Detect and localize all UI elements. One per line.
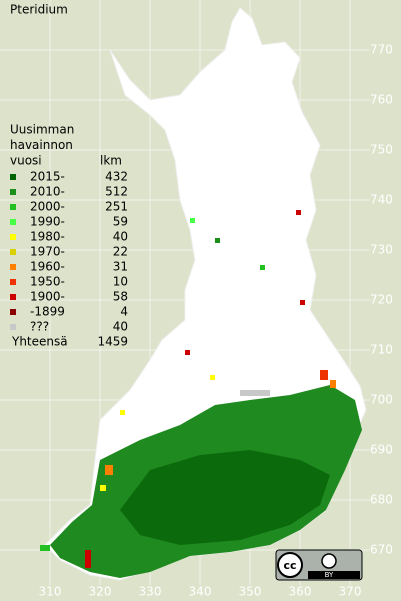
record-square (240, 390, 270, 396)
x-tick-label: 310 (39, 585, 62, 599)
record-square (215, 238, 220, 243)
record-square (320, 370, 328, 380)
legend-swatch (10, 174, 16, 180)
y-tick-label: 680 (370, 493, 393, 507)
legend-label: 2010- (30, 185, 65, 199)
y-tick-label: 690 (370, 443, 393, 457)
record-square (100, 485, 106, 491)
legend-label: 1970- (30, 245, 65, 259)
record-square (185, 350, 190, 355)
x-tick-label: 330 (139, 585, 162, 599)
legend-label: 1900- (30, 290, 65, 304)
record-square (190, 218, 195, 223)
y-tick-label: 720 (370, 293, 393, 307)
badge-strip (308, 571, 360, 579)
legend-label: 1990- (30, 215, 65, 229)
x-tick-label: 340 (189, 585, 212, 599)
license-badge: cc BY (275, 549, 363, 581)
legend-swatch (10, 294, 16, 300)
total-count: 1459 (97, 335, 128, 349)
legend-swatch (10, 324, 16, 330)
cc-logo: cc (283, 559, 296, 572)
legend-header: havainnon (10, 138, 73, 152)
y-tick-label: 670 (370, 543, 393, 557)
y-tick-label: 730 (370, 243, 393, 257)
legend-header: vuosi (10, 154, 42, 168)
legend-label: ??? (30, 320, 49, 334)
record-square (105, 465, 113, 475)
y-tick-label: 770 (370, 43, 393, 57)
count-header: lkm (100, 154, 122, 168)
legend-count: 432 (105, 170, 128, 184)
y-tick-label: 700 (370, 393, 393, 407)
x-tick-label: 350 (239, 585, 262, 599)
record-square (300, 300, 305, 305)
license-label: BY (325, 571, 334, 579)
legend-count: 251 (105, 200, 128, 214)
legend-count: 40 (113, 230, 128, 244)
legend-label: 2000- (30, 200, 65, 214)
y-tick-label: 750 (370, 143, 393, 157)
southern-records-dark (120, 450, 330, 545)
legend-swatch (10, 234, 16, 240)
legend-count: 59 (113, 215, 128, 229)
legend-swatch (10, 249, 16, 255)
legend-label: 1980- (30, 230, 65, 244)
legend-count: 31 (113, 260, 128, 274)
x-tick-label: 360 (289, 585, 312, 599)
record-square (296, 210, 301, 215)
x-tick-label: 320 (89, 585, 112, 599)
record-square (260, 265, 265, 270)
legend-swatch (10, 189, 16, 195)
legend-count: 512 (105, 185, 128, 199)
legend-count: 22 (113, 245, 128, 259)
total-label: Yhteensä (11, 335, 68, 349)
legend-swatch (10, 219, 16, 225)
legend-count: 10 (113, 275, 128, 289)
title: Pteridium (10, 3, 68, 17)
legend-swatch (10, 264, 16, 270)
legend-count: 40 (113, 320, 128, 334)
record-square (40, 545, 50, 551)
legend-count: 4 (120, 305, 128, 319)
y-tick-label: 710 (370, 343, 393, 357)
legend-swatch (10, 204, 16, 210)
legend-label: 2015- (30, 170, 65, 184)
record-square (330, 380, 336, 388)
scattered-records (40, 210, 336, 568)
legend-swatch (10, 309, 16, 315)
legend-header: Uusimman (10, 123, 74, 137)
by-icon (321, 553, 337, 569)
record-square (210, 375, 215, 380)
record-square (120, 410, 125, 415)
legend-label: 1950- (30, 275, 65, 289)
x-tick-label: 370 (339, 585, 362, 599)
legend-swatch (10, 279, 16, 285)
legend-label: -1899 (30, 305, 65, 319)
record-square (85, 550, 91, 568)
legend-count: 58 (113, 290, 128, 304)
y-tick-label: 740 (370, 193, 393, 207)
legend-label: 1960- (30, 260, 65, 274)
cc-circle (277, 552, 303, 578)
y-tick-label: 760 (370, 93, 393, 107)
